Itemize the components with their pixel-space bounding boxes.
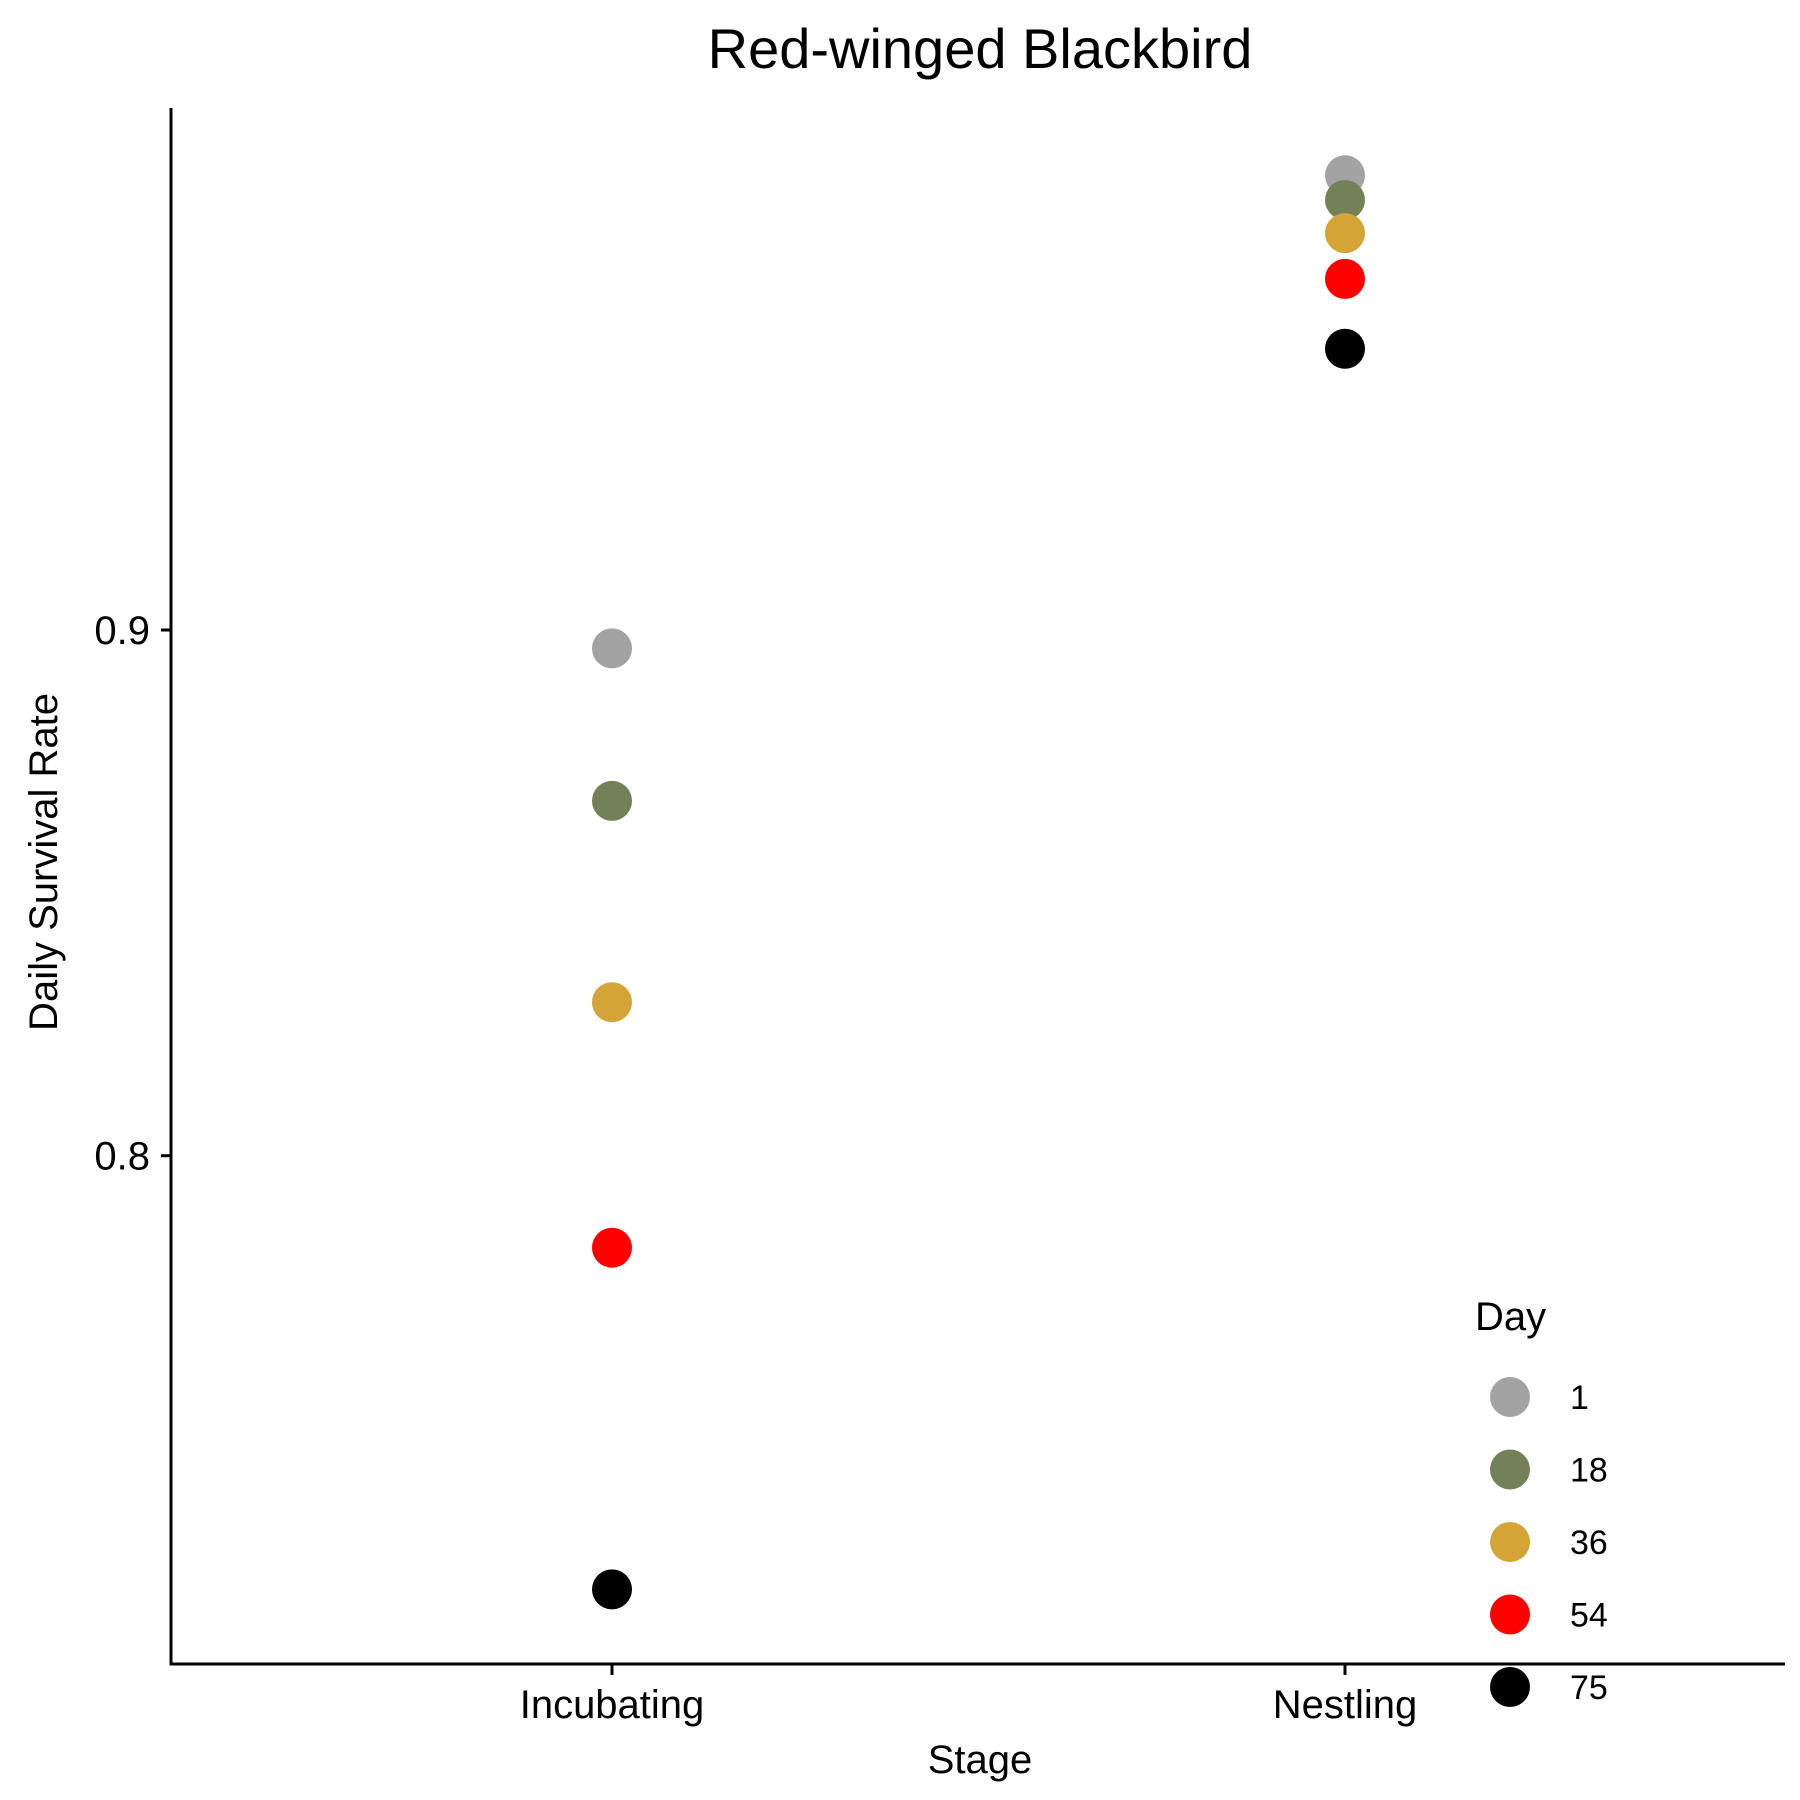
- legend-key: [1490, 1377, 1530, 1417]
- data-point: [1325, 258, 1365, 299]
- data-point: [1325, 213, 1365, 254]
- data-point: [592, 1227, 632, 1268]
- legend-label: 54: [1570, 1597, 1608, 1635]
- y-axis-label: Daily Survival Rate: [22, 693, 66, 1031]
- y-tick-label: 0.8: [94, 1135, 150, 1179]
- legend-key: [1490, 1522, 1530, 1562]
- data-point: [1325, 328, 1365, 369]
- legend-label: 36: [1570, 1524, 1608, 1562]
- x-tick-label: Incubating: [520, 1683, 705, 1727]
- data-point: [592, 780, 632, 821]
- data-point: [592, 982, 632, 1023]
- legend-label: 75: [1570, 1669, 1608, 1707]
- legend: Day 1 18 36 54 75: [1475, 1295, 1608, 1707]
- data-point: [592, 628, 632, 669]
- legend-key: [1490, 1667, 1530, 1707]
- legend-key: [1490, 1449, 1530, 1490]
- data-point: [1325, 179, 1365, 220]
- data-points: [592, 155, 1365, 1610]
- legend-label: 18: [1570, 1452, 1608, 1490]
- chart-title: Red-winged Blackbird: [708, 17, 1253, 80]
- x-tick-label: Nestling: [1273, 1683, 1418, 1727]
- y-tick-label: 0.9: [94, 609, 150, 653]
- data-point: [592, 1569, 632, 1610]
- y-axis-ticks: 0.8 0.9: [94, 609, 171, 1179]
- x-axis-ticks: Incubating Nestling: [520, 1664, 1418, 1727]
- legend-title: Day: [1475, 1295, 1546, 1339]
- legend-label: 1: [1570, 1379, 1589, 1417]
- x-axis-label: Stage: [928, 1738, 1033, 1782]
- legend-key: [1490, 1594, 1530, 1635]
